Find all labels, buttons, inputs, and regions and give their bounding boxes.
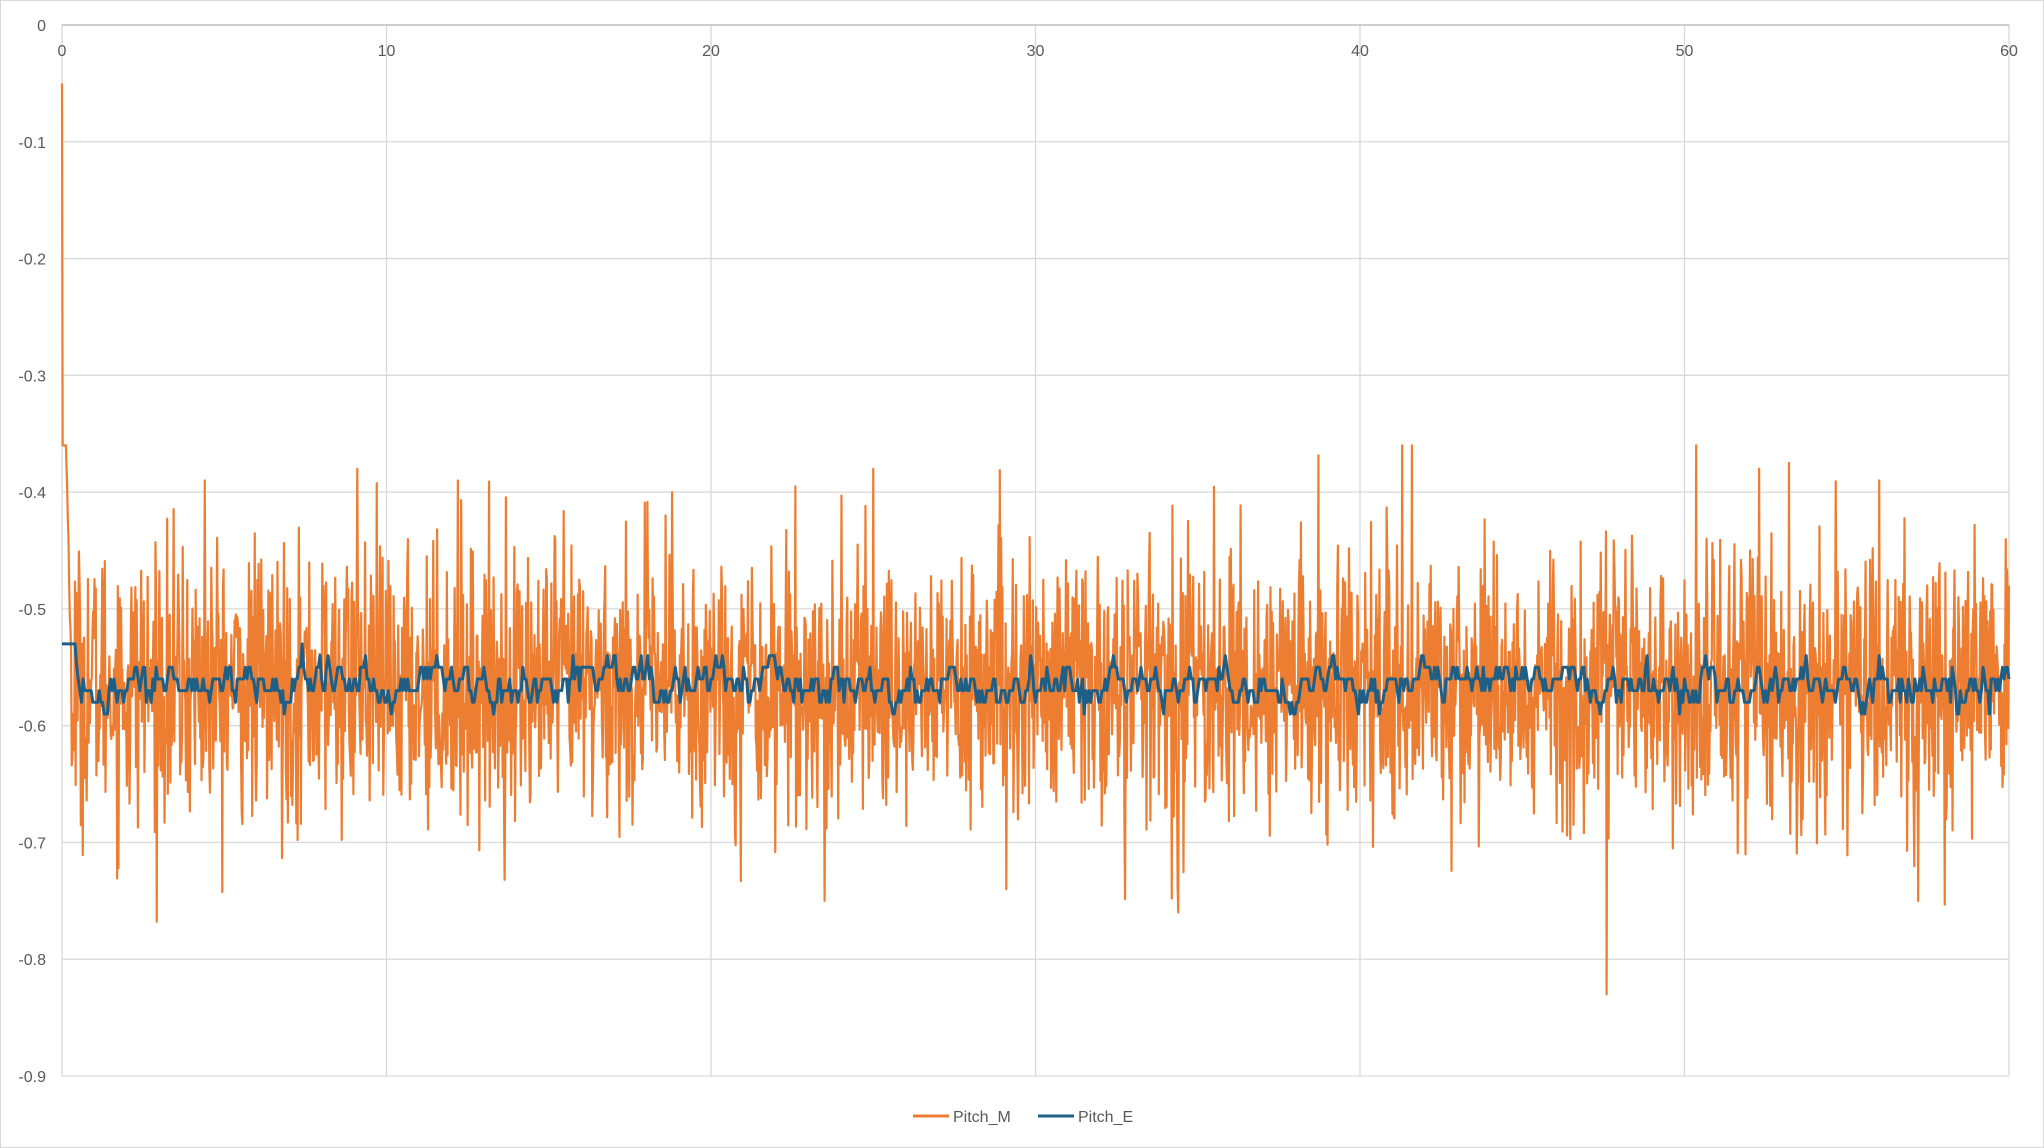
y-tick-label: -0.3 bbox=[18, 368, 46, 385]
y-tick-label: -0.6 bbox=[18, 719, 46, 736]
legend-label: Pitch_E bbox=[1078, 1109, 1133, 1126]
legend-label: Pitch_M bbox=[953, 1109, 1011, 1126]
x-tick-label: 30 bbox=[1027, 43, 1045, 60]
legend-entry-pitch-m: Pitch_M bbox=[913, 1109, 1011, 1126]
x-tick-label: 40 bbox=[1351, 43, 1369, 60]
y-tick-label: -0.8 bbox=[18, 952, 46, 969]
y-tick-label: -0.9 bbox=[18, 1069, 46, 1086]
legend: Pitch_M Pitch_E bbox=[913, 1109, 1133, 1126]
x-tick-label: 50 bbox=[1676, 43, 1694, 60]
legend-entry-pitch-e: Pitch_E bbox=[1038, 1109, 1133, 1126]
y-tick-label: -0.4 bbox=[18, 485, 46, 502]
x-tick-label: 20 bbox=[702, 43, 720, 60]
series-line-pitch-e bbox=[62, 642, 2011, 716]
y-tick-label: -0.1 bbox=[18, 135, 46, 152]
tick-label-layer: 0 -0.1 -0.2 -0.3 -0.4 -0.5 -0.6 -0.7 -0.8 -0.9 0 10… bbox=[18, 18, 2018, 1086]
y-tick-label: 0 bbox=[37, 18, 46, 35]
x-tick-label: 60 bbox=[2000, 43, 2018, 60]
x-tick-label: 0 bbox=[58, 43, 67, 60]
y-tick-label: -0.7 bbox=[18, 835, 46, 852]
series-layer bbox=[60, 83, 2011, 996]
x-tick-label: 10 bbox=[378, 43, 396, 60]
y-tick-label: -0.5 bbox=[18, 602, 46, 619]
y-tick-label: -0.2 bbox=[18, 252, 46, 269]
grid-layer bbox=[61, 24, 2010, 1077]
